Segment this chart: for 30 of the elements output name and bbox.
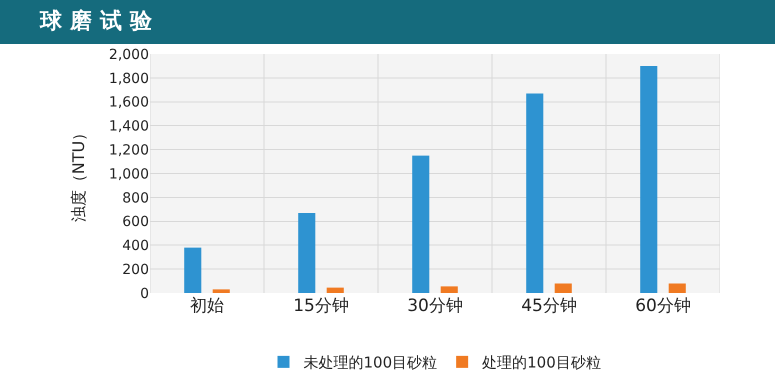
y-tick-label: 1,400	[108, 118, 149, 135]
y-tick-label: 1,000	[108, 166, 149, 182]
y-tick-label: 2,000	[108, 46, 149, 63]
x-tick-label: 45分钟	[521, 296, 577, 316]
bar	[554, 283, 572, 293]
x-tick-label: 初始	[190, 296, 224, 316]
y-tick-label: 0	[140, 286, 149, 302]
y-axis-title: 浊度（NTU）	[68, 124, 88, 222]
x-tick-label: 60分钟	[635, 296, 691, 316]
bar	[212, 289, 230, 293]
y-tick-label: 800	[122, 190, 149, 206]
bar	[184, 248, 202, 293]
legend-label: 处理的100目砂粒	[482, 354, 601, 372]
y-tick-label: 1,800	[108, 70, 149, 87]
y-tick-label: 1,200	[108, 142, 149, 158]
bar	[668, 283, 686, 293]
legend-label: 未处理的100目砂粒	[304, 354, 438, 372]
y-tick-label: 1,600	[108, 94, 149, 111]
y-tick-label: 400	[122, 238, 149, 254]
bar	[326, 288, 344, 293]
x-tick-label: 30分钟	[407, 296, 463, 316]
x-tick-label: 15分钟	[293, 296, 349, 316]
bar	[526, 93, 544, 293]
y-tick-label: 600	[122, 214, 149, 230]
y-tick-label: 200	[122, 262, 149, 278]
bar	[298, 212, 316, 293]
bar	[640, 66, 658, 293]
chart-title: 球磨试验	[0, 0, 775, 44]
bar	[412, 156, 430, 293]
bar	[440, 286, 458, 293]
